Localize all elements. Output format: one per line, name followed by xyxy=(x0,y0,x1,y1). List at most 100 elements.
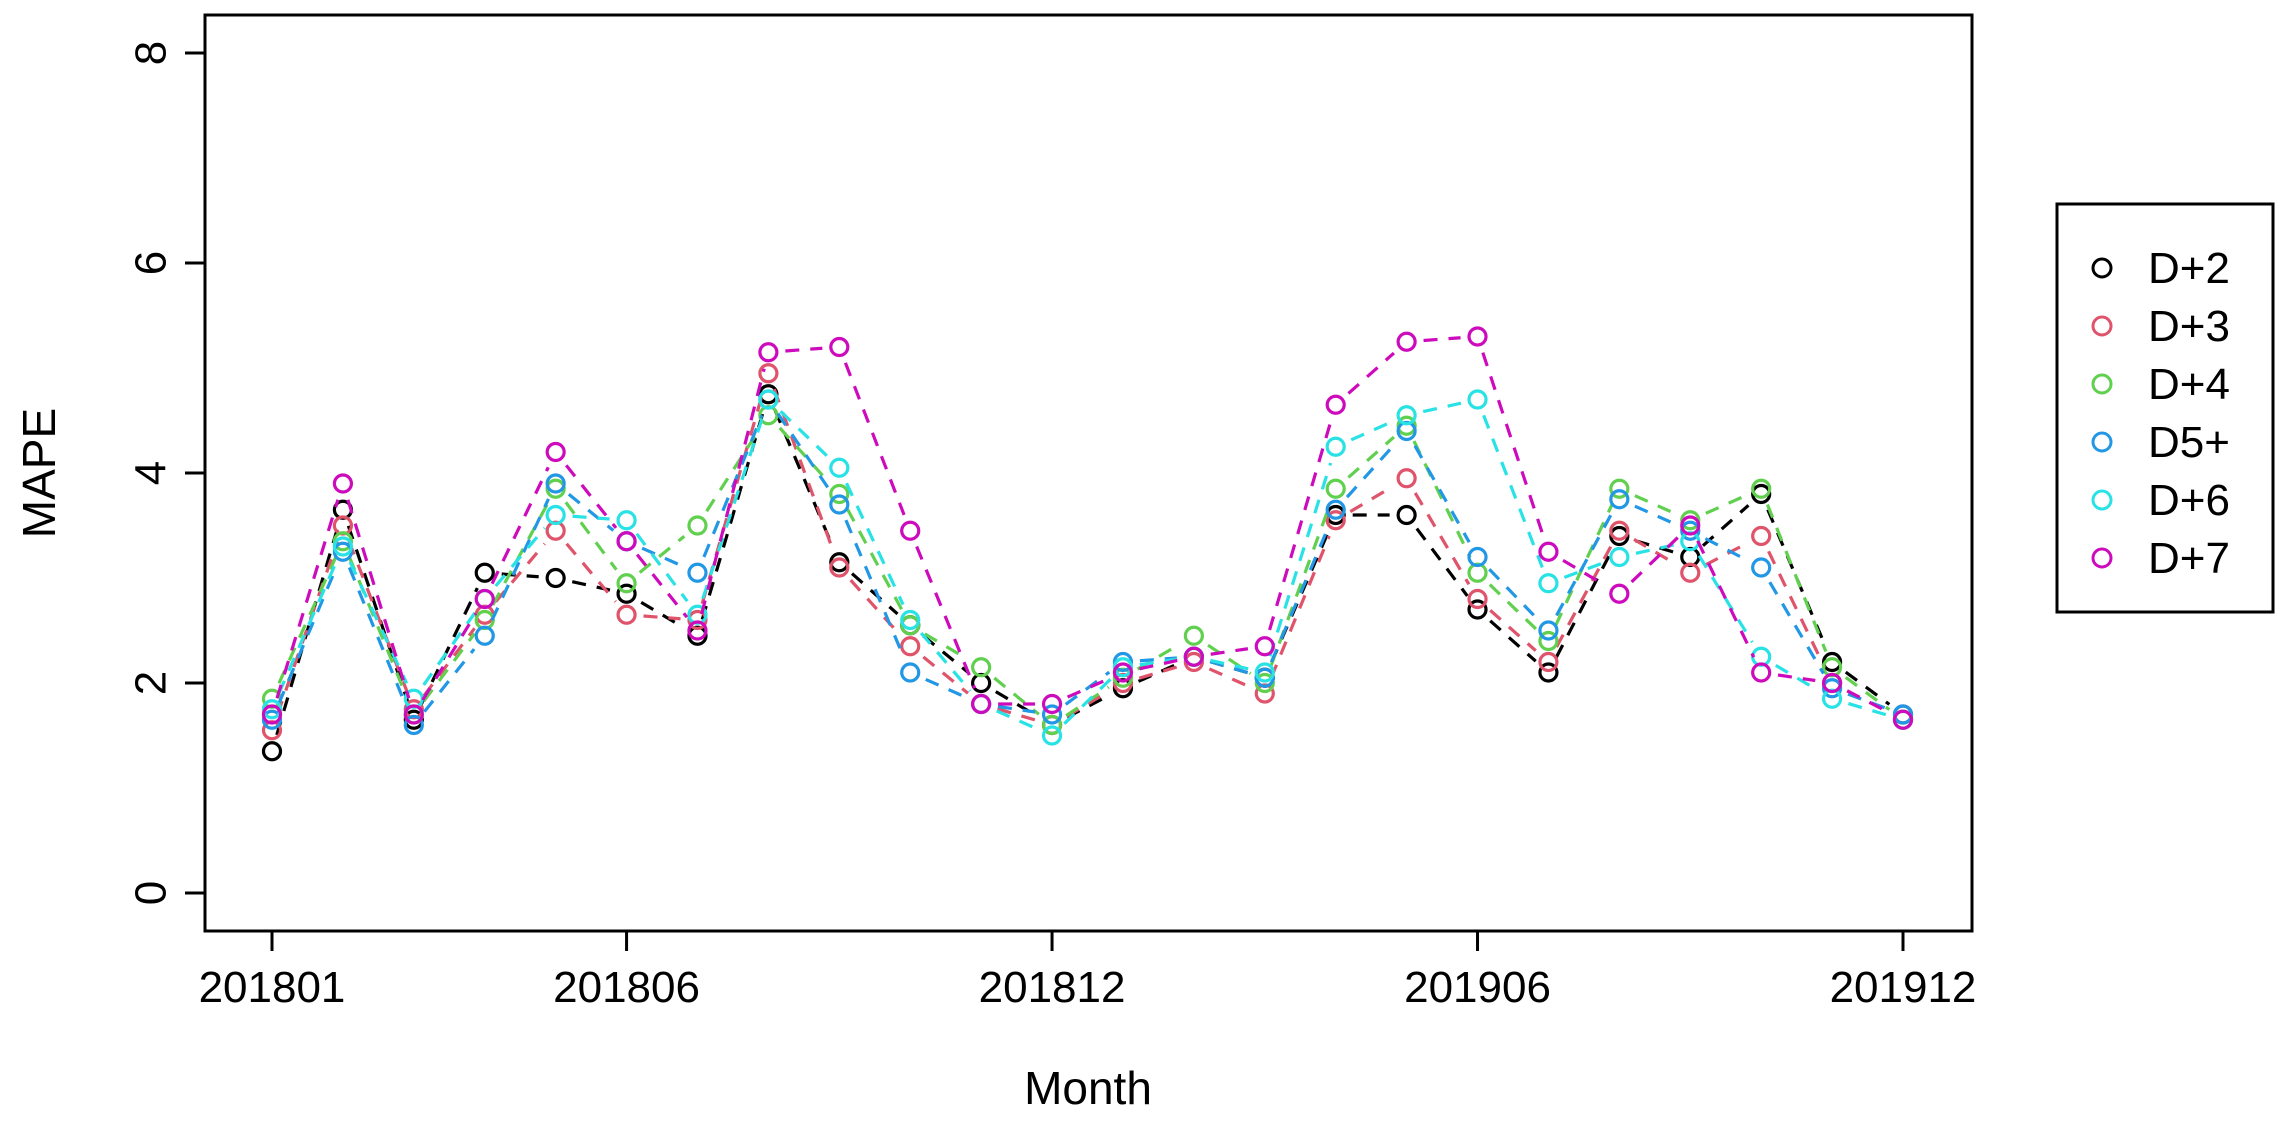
data-point xyxy=(1680,562,1701,583)
data-point xyxy=(1325,499,1346,520)
series-segment xyxy=(1137,662,1179,683)
series-segment xyxy=(1774,664,1819,692)
data-point xyxy=(1467,326,1488,347)
x-axis-tick-label: 201906 xyxy=(1404,963,1551,1012)
series-segment xyxy=(701,415,765,600)
series-segment xyxy=(567,492,615,532)
series-segment xyxy=(1697,554,1754,644)
data-point xyxy=(1325,394,1346,415)
data-point xyxy=(616,573,637,594)
series-segment xyxy=(1268,420,1333,631)
series-segment xyxy=(1269,535,1331,679)
legend-item-D+2: D+2 xyxy=(2091,244,2230,293)
series-segment xyxy=(1347,435,1395,479)
data-point xyxy=(616,604,637,625)
series-segment xyxy=(1705,494,1747,515)
y-axis-tick-label: 0 xyxy=(126,881,175,905)
series-segment xyxy=(1138,665,1179,680)
series-segment xyxy=(1847,702,1888,717)
series-segment xyxy=(1489,609,1537,652)
series-segment xyxy=(1634,494,1676,515)
legend-label: D+2 xyxy=(2148,244,2230,293)
data-point xyxy=(1609,583,1630,604)
data-point xyxy=(900,609,921,631)
y-axis-tick-label: 6 xyxy=(126,251,175,275)
data-point xyxy=(616,510,637,531)
series-segment xyxy=(346,499,411,699)
series-segment xyxy=(564,464,618,529)
data-point xyxy=(1325,436,1346,457)
series-segment xyxy=(635,553,689,619)
data-point xyxy=(1538,573,1559,594)
legend-marker-D+7 xyxy=(2091,547,2113,569)
series-segment xyxy=(1562,559,1606,587)
data-point xyxy=(1325,478,1346,499)
data-point xyxy=(1041,704,1063,725)
data-point xyxy=(1538,620,1559,641)
data-point xyxy=(1751,557,1772,578)
series-segment xyxy=(347,566,409,710)
series-segment xyxy=(1139,658,1178,671)
data-point xyxy=(474,562,495,583)
series-segment xyxy=(1489,619,1537,663)
legend-label: D+6 xyxy=(2148,476,2230,525)
series-segment xyxy=(640,601,684,629)
series-segment xyxy=(993,676,1040,716)
data-point xyxy=(1325,510,1346,531)
x-axis-tick-label: 201801 xyxy=(199,963,346,1012)
data-point xyxy=(1538,541,1559,562)
series-segment xyxy=(1481,352,1545,537)
series-D+4 xyxy=(261,405,1914,736)
series-segment xyxy=(1208,667,1250,689)
series-segment xyxy=(490,466,550,585)
data-point xyxy=(1609,478,1630,499)
series-segment xyxy=(1422,401,1462,414)
series-segment xyxy=(1844,676,1891,711)
data-point xyxy=(1041,725,1063,746)
data-point xyxy=(900,662,921,683)
legend-item-D+7: D+7 xyxy=(2091,534,2230,583)
data-point xyxy=(1396,468,1417,489)
series-segment xyxy=(494,526,546,588)
data-point xyxy=(332,536,354,557)
data-point xyxy=(616,531,637,552)
series-segment xyxy=(997,704,1036,714)
data-point xyxy=(1396,504,1417,526)
data-point xyxy=(829,557,850,578)
data-point xyxy=(687,620,708,641)
data-point xyxy=(1609,520,1630,541)
series-segment xyxy=(996,709,1038,731)
series-D+7 xyxy=(261,326,1914,730)
data-point xyxy=(1254,662,1275,683)
series-segment xyxy=(1488,568,1538,620)
series-segment xyxy=(1555,544,1613,648)
legend-box: D+2 D+3 D+4 D5+ D+6 D+7 xyxy=(2055,202,2275,614)
series-segment xyxy=(700,410,766,620)
data-point xyxy=(900,520,921,541)
data-point xyxy=(758,363,779,384)
series-segment xyxy=(1634,504,1676,526)
data-point xyxy=(1821,672,1843,694)
legend-item-D+4: D+4 xyxy=(2091,360,2230,409)
data-point xyxy=(1609,489,1630,510)
series-segment xyxy=(994,690,1039,718)
data-point xyxy=(616,583,637,604)
series-segment xyxy=(1210,647,1249,656)
series-segment xyxy=(1139,657,1178,667)
series-segment xyxy=(1554,550,1613,659)
series-segment xyxy=(1777,673,1816,683)
legend-item-D+6: D+6 xyxy=(2091,476,2230,525)
series-segment xyxy=(1207,643,1252,675)
series-segment xyxy=(1063,677,1112,725)
data-point xyxy=(1609,546,1630,568)
data-point xyxy=(1751,525,1772,547)
data-point xyxy=(687,562,708,583)
data-point xyxy=(1467,599,1488,620)
data-point xyxy=(1396,405,1417,426)
data-point xyxy=(545,473,566,494)
data-point xyxy=(545,567,566,589)
legend-marker-D+3 xyxy=(2091,315,2113,337)
series-segment xyxy=(641,546,683,568)
series-segment xyxy=(843,362,906,516)
